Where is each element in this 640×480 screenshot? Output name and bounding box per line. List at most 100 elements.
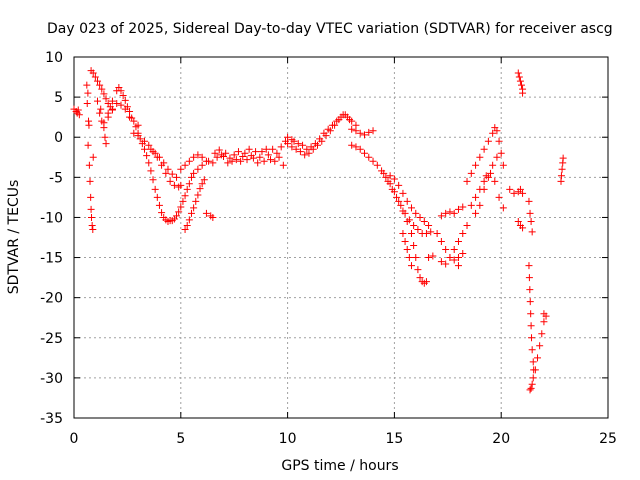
data-point bbox=[405, 254, 413, 262]
data-point bbox=[407, 204, 415, 212]
data-point bbox=[228, 157, 236, 165]
data-point bbox=[83, 81, 91, 89]
data-point bbox=[316, 135, 324, 143]
data-point bbox=[514, 69, 522, 77]
data-point bbox=[258, 148, 266, 156]
data-point bbox=[101, 133, 109, 141]
y-tick-label: -30 bbox=[40, 371, 63, 387]
data-point bbox=[506, 185, 514, 193]
data-point bbox=[177, 165, 185, 173]
data-point bbox=[489, 161, 497, 169]
data-point bbox=[454, 262, 462, 270]
data-point bbox=[540, 310, 548, 318]
data-point bbox=[269, 145, 277, 153]
data-point bbox=[442, 260, 450, 268]
data-point bbox=[365, 153, 373, 161]
data-point bbox=[476, 153, 484, 161]
data-point bbox=[277, 143, 285, 151]
grid-lines bbox=[74, 57, 608, 418]
x-axis-label: GPS time / hours bbox=[281, 458, 398, 474]
data-point bbox=[194, 191, 202, 199]
data-point bbox=[386, 172, 394, 180]
data-point bbox=[407, 229, 415, 237]
data-point bbox=[416, 274, 424, 282]
data-point bbox=[168, 170, 176, 178]
data-point bbox=[100, 90, 108, 98]
data-point bbox=[526, 298, 534, 306]
data-point bbox=[528, 380, 536, 388]
x-tick-label: 5 bbox=[176, 431, 185, 447]
data-point bbox=[97, 105, 105, 113]
data-point bbox=[425, 254, 433, 262]
data-point bbox=[83, 100, 91, 108]
y-axis-label: SDTVAR / TECUs bbox=[6, 180, 22, 295]
data-point bbox=[380, 169, 388, 177]
data-point bbox=[89, 69, 97, 77]
x-tick-label: 10 bbox=[279, 431, 297, 447]
x-tick-label: 20 bbox=[492, 431, 510, 447]
data-point bbox=[526, 286, 534, 294]
data-point bbox=[472, 209, 480, 217]
data-point bbox=[173, 173, 181, 181]
data-point bbox=[294, 140, 302, 148]
data-point bbox=[390, 175, 398, 183]
data-point bbox=[117, 101, 125, 109]
data-point bbox=[292, 145, 300, 153]
data-point bbox=[369, 127, 377, 135]
data-point bbox=[437, 238, 445, 246]
data-point bbox=[420, 217, 428, 225]
data-point bbox=[484, 137, 492, 145]
data-point bbox=[429, 252, 437, 260]
data-point bbox=[160, 159, 168, 167]
data-point bbox=[177, 203, 185, 211]
data-point bbox=[252, 148, 260, 156]
data-point bbox=[273, 149, 281, 157]
data-point bbox=[126, 113, 134, 121]
data-point bbox=[166, 177, 174, 185]
data-point bbox=[284, 140, 292, 148]
data-point bbox=[536, 342, 544, 350]
data-point bbox=[284, 133, 292, 141]
data-point bbox=[360, 149, 368, 157]
data-point bbox=[356, 129, 364, 137]
data-point bbox=[108, 105, 116, 113]
data-point bbox=[249, 154, 257, 162]
data-point bbox=[185, 216, 193, 224]
data-point bbox=[450, 246, 458, 254]
data-point bbox=[88, 221, 96, 229]
data-point bbox=[181, 192, 189, 200]
data-point bbox=[427, 228, 435, 236]
data-point bbox=[528, 228, 536, 236]
data-point bbox=[393, 193, 401, 201]
data-point bbox=[181, 161, 189, 169]
data-point bbox=[346, 116, 354, 124]
data-point bbox=[307, 143, 315, 151]
data-point bbox=[467, 201, 475, 209]
data-point bbox=[91, 73, 99, 81]
data-point bbox=[538, 330, 546, 338]
data-point bbox=[85, 161, 93, 169]
data-point bbox=[534, 354, 542, 362]
data-point bbox=[209, 213, 217, 221]
data-point bbox=[401, 238, 409, 246]
data-point bbox=[433, 229, 441, 237]
data-point bbox=[96, 109, 104, 117]
data-point bbox=[527, 322, 535, 330]
data-point bbox=[557, 172, 565, 180]
data-point bbox=[75, 111, 83, 119]
data-point bbox=[89, 153, 97, 161]
data-point bbox=[305, 149, 313, 157]
data-point bbox=[183, 221, 191, 229]
data-point bbox=[224, 159, 232, 167]
y-tick-label: -20 bbox=[40, 291, 63, 307]
data-point bbox=[215, 146, 223, 154]
data-point bbox=[173, 212, 181, 220]
data-point bbox=[382, 173, 390, 181]
data-point bbox=[467, 169, 475, 177]
data-point bbox=[104, 113, 112, 121]
data-point bbox=[194, 151, 202, 159]
data-point bbox=[369, 157, 377, 165]
data-point bbox=[454, 238, 462, 246]
data-point bbox=[519, 189, 527, 197]
